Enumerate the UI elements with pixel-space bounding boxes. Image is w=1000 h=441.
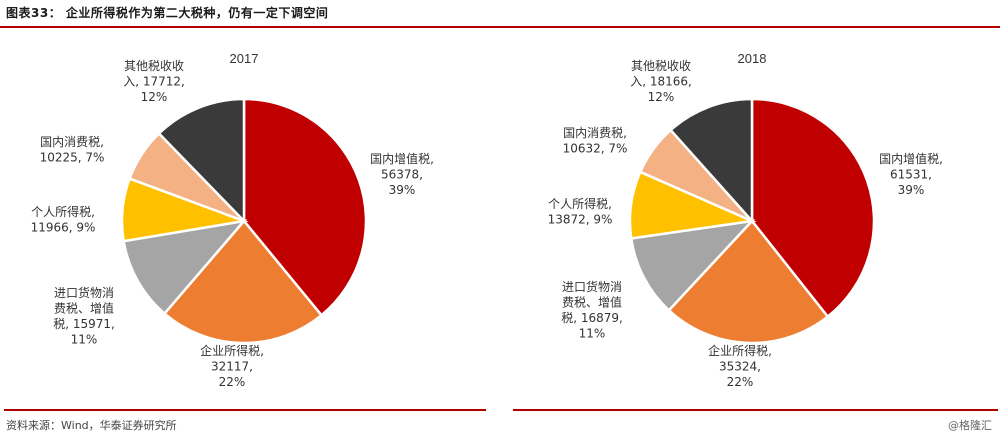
slice-data-label: 其他税收收入, 17712, 12% <box>123 59 185 104</box>
source-note: 资料来源：Wind，华泰证券研究所 <box>6 419 177 432</box>
bottom-rule-right <box>513 409 998 411</box>
slice-label-background <box>184 343 280 394</box>
slice-data-label: 国内增值税, 56378, 39% <box>370 151 434 197</box>
slice-data-label: 进口货物消费税、增值税, 16879, 11% <box>561 279 623 341</box>
slice-data-label: 企业所得税, 35324, 22% <box>708 343 772 389</box>
pie-slice-1 <box>750 97 876 319</box>
pie-slice-2 <box>667 219 830 345</box>
pie-chart-2018: 2018 国内增值税, 61531, 39% 企业所得税, 35324, 22% 进口货物消费… <box>548 51 943 394</box>
slice-data-label: 个人所得税, 13872, 9% <box>548 196 613 227</box>
pie-slice-3 <box>629 219 756 313</box>
pie-chart-2017: 2017 国内增值税, 56378, 39% 企业所得税, 32117, 22% 进口货物消费… <box>31 51 434 394</box>
slice-data-label: 企业所得税, 32117, 22% <box>200 343 264 389</box>
slice-data-label: 国内消费税, 10225, 7% <box>40 135 105 165</box>
pie-slice-6 <box>668 97 754 225</box>
top-rule <box>0 26 1000 28</box>
watermark: @格隆汇 <box>948 419 992 432</box>
slice-data-label: 个人所得税, 11966, 9% <box>31 204 96 235</box>
pie-slice-2 <box>162 219 324 345</box>
chart-year-title: 2018 <box>738 51 767 66</box>
pie-slice-3 <box>122 219 248 316</box>
slice-label-background <box>692 343 788 394</box>
pie-slice-6 <box>157 97 246 225</box>
slice-data-label: 国内消费税, 10632, 7% <box>563 126 628 156</box>
bottom-rule-left <box>4 409 486 411</box>
pie-slice-1 <box>242 97 368 318</box>
chart-year-title: 2017 <box>230 51 259 66</box>
slice-data-label: 进口货物消费税、增值税, 15971, 11% <box>53 285 115 347</box>
figure-title: 图表33： 企业所得税作为第二大税种，仍有一定下调空间 <box>6 6 329 20</box>
slice-data-label: 国内增值税, 61531, 39% <box>879 151 943 197</box>
slice-data-label: 其他税收收入, 18166, 12% <box>630 59 692 104</box>
